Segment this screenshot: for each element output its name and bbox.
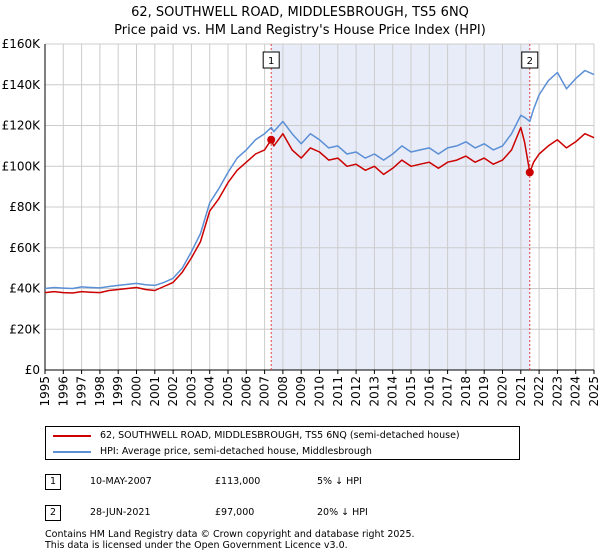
- x-tick-label: 2025: [587, 376, 600, 407]
- x-tick-label: 2000: [130, 376, 144, 407]
- x-tick-label: 2020: [496, 376, 510, 407]
- legend-item-hpi: HPI: Average price, semi-detached house,…: [46, 444, 519, 460]
- chart-title: 62, SOUTHWELL ROAD, MIDDLESBROUGH, TS5 6…: [131, 5, 469, 20]
- legend-swatch-hpi: [53, 451, 91, 453]
- y-tick-label: £80K: [9, 200, 41, 214]
- sale-point: [525, 168, 534, 177]
- x-tick-label: 2018: [459, 376, 473, 407]
- x-tick-label: 2005: [221, 376, 235, 407]
- x-tick-label: 2023: [550, 376, 564, 407]
- sale-date: 28-JUN-2021: [90, 507, 151, 518]
- legend-label-property: 62, SOUTHWELL ROAD, MIDDLESBROUGH, TS5 6…: [100, 430, 460, 441]
- x-tick-label: 2015: [404, 376, 418, 407]
- x-tick-label: 1999: [111, 376, 125, 407]
- x-tick-label: 2003: [184, 376, 198, 407]
- legend: 62, SOUTHWELL ROAD, MIDDLESBROUGH, TS5 6…: [45, 426, 520, 460]
- legend-item-property: 62, SOUTHWELL ROAD, MIDDLESBROUGH, TS5 6…: [46, 428, 519, 444]
- legend-swatch-property: [53, 435, 91, 437]
- x-tick-label: 2012: [349, 376, 363, 407]
- y-tick-label: £100K: [2, 159, 42, 173]
- x-tick-label: 2001: [148, 376, 162, 407]
- sale-price: £97,000: [215, 507, 255, 518]
- sale-label: 2: [527, 56, 533, 67]
- sale-label-box: [262, 51, 280, 69]
- series-line-property: [44, 126, 595, 294]
- x-tick-label: 2024: [569, 376, 583, 407]
- x-tick-label: 2014: [386, 376, 400, 407]
- x-tick-label: 2019: [477, 376, 491, 407]
- x-tick-label: 2016: [422, 376, 436, 407]
- footer-line-2: This data is licensed under the Open Gov…: [45, 540, 348, 551]
- y-tick-label: £120K: [2, 119, 42, 133]
- x-tick-label: 2010: [313, 376, 327, 407]
- series-line-hpi: [44, 69, 595, 290]
- sale-row-2: 2 28-JUN-2021 £97,000 20% ↓ HPI: [45, 505, 545, 525]
- x-tick-label: 2017: [441, 376, 455, 407]
- x-tick-label: 2007: [258, 376, 272, 407]
- sale-row-1: 1 10-MAY-2007 £113,000 5% ↓ HPI: [45, 474, 545, 494]
- price-chart: 62, SOUTHWELL ROAD, MIDDLESBROUGH, TS5 6…: [2, 5, 600, 407]
- x-tick-label: 2022: [532, 376, 546, 407]
- y-tick-label: £140K: [2, 78, 42, 92]
- sale-label-box: [521, 51, 539, 69]
- x-tick-label: 2013: [367, 376, 381, 407]
- sale-number-badge: 2: [45, 505, 61, 521]
- sale-price: £113,000: [215, 476, 261, 487]
- x-tick-label: 2006: [239, 376, 253, 407]
- x-tick-label: 2011: [331, 376, 345, 407]
- footer-attribution: Contains HM Land Registry data © Crown c…: [45, 529, 415, 551]
- sale-hpi-diff: 20% ↓ HPI: [317, 507, 368, 518]
- sale-hpi-diff: 5% ↓ HPI: [317, 476, 362, 487]
- y-tick-label: £160K: [2, 37, 42, 51]
- x-tick-label: 2009: [294, 376, 308, 407]
- x-tick-label: 1998: [93, 376, 107, 407]
- y-tick-label: £40K: [9, 282, 41, 296]
- x-tick-label: 2004: [203, 376, 217, 407]
- chart-subtitle: Price paid vs. HM Land Registry's House …: [114, 23, 486, 38]
- legend-label-hpi: HPI: Average price, semi-detached house,…: [100, 446, 372, 457]
- x-tick-label: 1995: [38, 376, 52, 407]
- footer-line-1: Contains HM Land Registry data © Crown c…: [45, 529, 415, 540]
- sale-number-badge: 1: [45, 474, 61, 490]
- y-tick-label: £0: [25, 363, 40, 377]
- sale-point: [267, 135, 276, 144]
- x-tick-label: 1997: [75, 376, 89, 407]
- sale-date: 10-MAY-2007: [90, 476, 152, 487]
- x-tick-label: 2002: [166, 376, 180, 407]
- plot-area: £0 £20K £40K £60K £80K £100K £120K £140K £160K 19…: [2, 37, 600, 407]
- x-tick-label: 1996: [56, 376, 70, 407]
- x-tick-label: 2021: [514, 376, 528, 407]
- sale-label: 1: [268, 56, 274, 67]
- y-tick-label: £60K: [9, 241, 41, 255]
- y-tick-label: £20K: [9, 322, 41, 336]
- x-tick-label: 2008: [276, 376, 290, 407]
